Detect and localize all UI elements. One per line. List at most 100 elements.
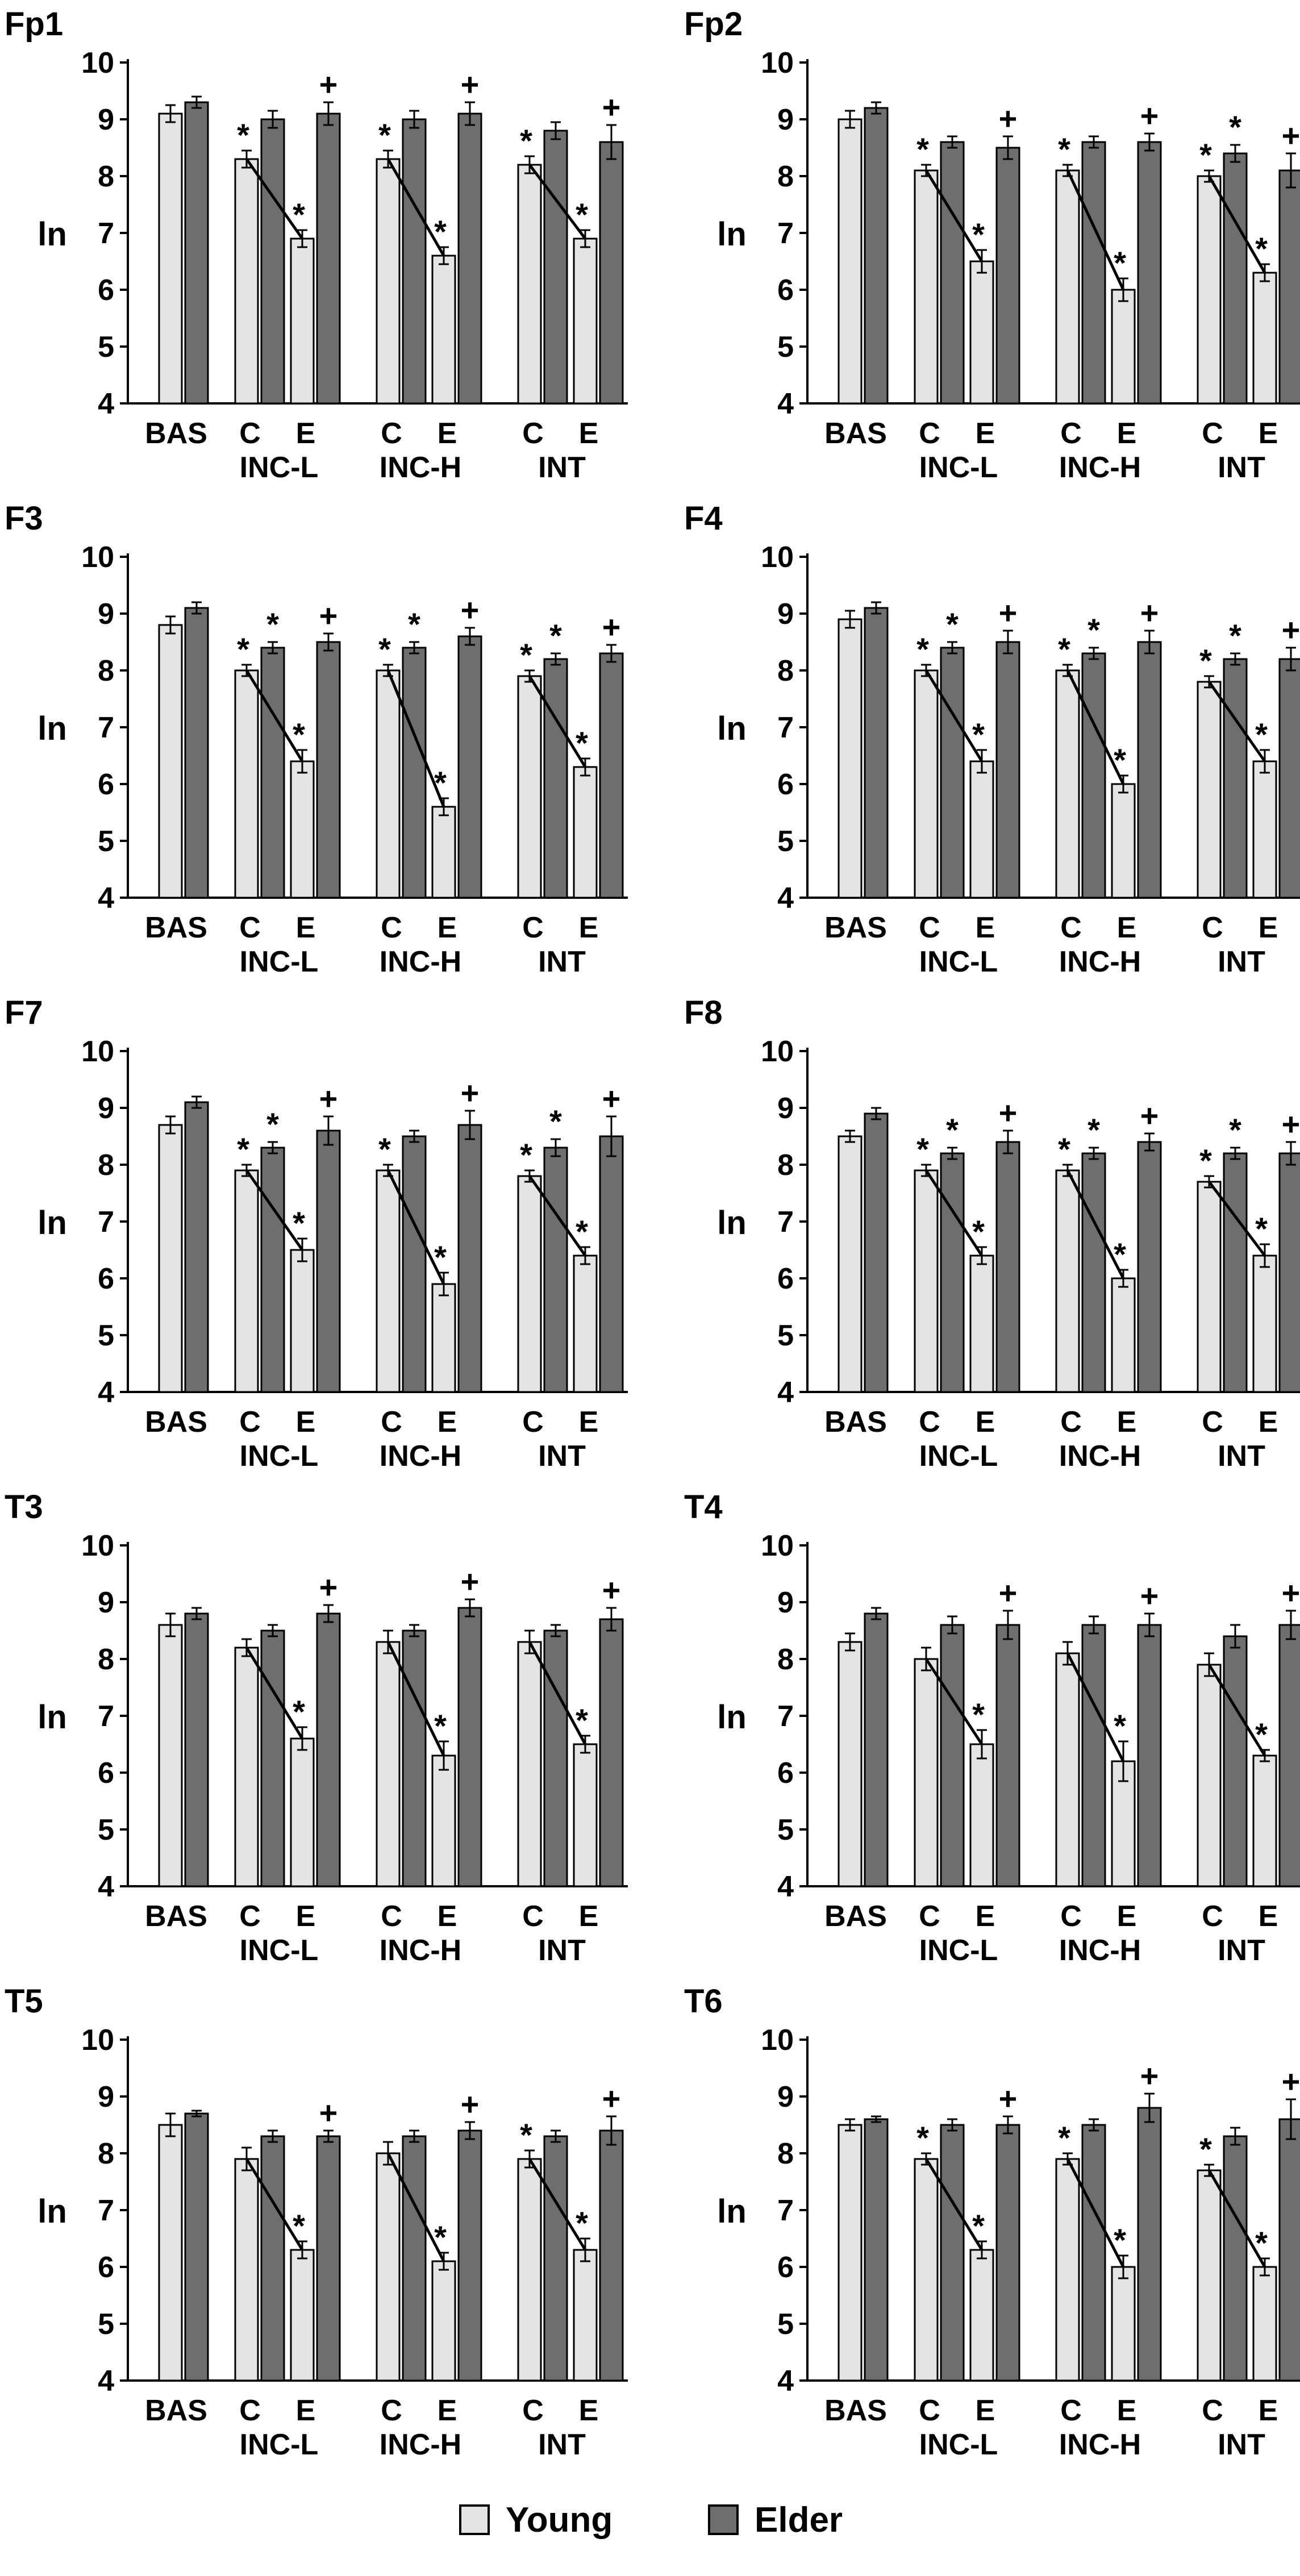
bar-young xyxy=(1252,760,1277,899)
group-label: INC-L xyxy=(919,1440,998,1473)
bar-young xyxy=(1055,169,1080,405)
bar-young xyxy=(376,669,401,899)
y-tick-label: 8 xyxy=(98,1149,114,1182)
marker-young: * xyxy=(972,1697,985,1732)
trend-line xyxy=(924,2158,984,2251)
marker-elder: + xyxy=(999,2081,1018,2116)
x-tick-label: E xyxy=(976,417,995,450)
marker-young: * xyxy=(576,2205,588,2241)
x-tick-label: E xyxy=(976,1406,995,1439)
y-tick-label: 6 xyxy=(98,2251,114,2284)
y-tick-label: 7 xyxy=(98,217,114,250)
marker-elder: + xyxy=(1140,1578,1159,1614)
marker-young: * xyxy=(434,214,447,249)
marker-young: * xyxy=(1058,131,1070,167)
bar-elder xyxy=(599,1135,624,1393)
bar-elder xyxy=(1081,2124,1106,2382)
y-tick-label: 4 xyxy=(777,1870,794,1903)
x-tick-label: E xyxy=(1117,2394,1137,2427)
bar-young xyxy=(1055,669,1080,899)
bar-young xyxy=(376,158,401,405)
bar-elder xyxy=(402,1629,427,1887)
x-tick-label: BAS xyxy=(824,1900,887,1933)
y-tick-label: 5 xyxy=(777,331,794,364)
marker-elder: * xyxy=(266,1106,279,1142)
bar-elder xyxy=(402,2135,427,2382)
group-label: INT xyxy=(1218,2428,1265,2461)
y-tick-label: 6 xyxy=(777,2251,794,2284)
bar-elder xyxy=(316,641,341,899)
y-tick-label: 5 xyxy=(98,1814,114,1846)
trend-line xyxy=(924,1658,984,1745)
marker-young: * xyxy=(520,637,532,673)
x-tick-label: E xyxy=(579,911,599,944)
x-tick-label: C xyxy=(919,1406,940,1439)
legend-swatch-elder xyxy=(708,2504,739,2535)
bar-elder xyxy=(599,652,624,899)
bar-elder xyxy=(184,101,209,405)
x-tick-label: E xyxy=(438,911,457,944)
marker-young: * xyxy=(293,716,305,752)
bar-elder xyxy=(457,2129,482,2382)
y-tick-label: 7 xyxy=(777,711,794,744)
panel-title: Fp2 xyxy=(684,6,743,43)
bar-young xyxy=(158,624,183,899)
marker-elder: + xyxy=(319,1081,338,1116)
y-tick-label: 6 xyxy=(98,768,114,801)
x-tick-label: C xyxy=(919,1900,940,1933)
group-label: INC-L xyxy=(919,1934,998,1967)
x-tick-label: E xyxy=(579,1900,599,1933)
bar-young xyxy=(234,1169,259,1393)
bar-elder xyxy=(402,1135,427,1393)
marker-elder: + xyxy=(602,2081,621,2116)
bar-elder xyxy=(864,1112,889,1393)
bar-elder xyxy=(316,1612,341,1887)
y-tick-label: 7 xyxy=(777,2194,794,2227)
marker-young: * xyxy=(293,1205,305,1241)
y-tick-label: 9 xyxy=(777,103,794,136)
marker-elder: + xyxy=(999,101,1018,136)
marker-young: * xyxy=(576,1702,588,1738)
group-label: INC-H xyxy=(1059,2428,1141,2461)
marker-young: * xyxy=(1199,137,1212,173)
marker-elder: * xyxy=(408,606,420,642)
x-tick-label: C xyxy=(919,911,940,944)
marker-elder: + xyxy=(461,1075,480,1111)
x-tick-label: E xyxy=(438,417,457,450)
marker-elder: * xyxy=(549,1103,562,1139)
x-tick-label: E xyxy=(579,417,599,450)
x-tick-label: E xyxy=(1117,1900,1137,1933)
bar-elder xyxy=(457,112,482,405)
marker-young: * xyxy=(1255,231,1268,266)
y-axis-label: ln xyxy=(38,710,67,747)
bar-young xyxy=(969,1743,994,1887)
marker-elder: + xyxy=(461,66,480,102)
trend-line xyxy=(1207,2169,1266,2268)
bar-young xyxy=(431,806,456,899)
marker-young: * xyxy=(237,631,249,667)
y-tick-label: 5 xyxy=(98,2308,114,2341)
y-tick-label: 10 xyxy=(761,47,794,80)
marker-young: * xyxy=(237,1131,249,1167)
y-tick-label: 9 xyxy=(777,1586,794,1619)
y-tick-label: 4 xyxy=(98,882,114,915)
group-label: INC-H xyxy=(1059,945,1141,978)
x-tick-label: C xyxy=(919,2394,940,2427)
group-label: INT xyxy=(1218,945,1265,978)
bar-young xyxy=(1055,2158,1080,2382)
y-tick-label: 10 xyxy=(761,1035,794,1068)
trend-line xyxy=(386,2152,445,2262)
trend-line xyxy=(245,1169,304,1251)
trend-line xyxy=(528,675,587,768)
marker-young: * xyxy=(972,2208,985,2244)
y-tick-label: 8 xyxy=(777,160,794,193)
bar-elder xyxy=(1137,1141,1162,1393)
trend-line xyxy=(1066,1169,1125,1279)
bar-elder xyxy=(1223,152,1248,405)
marker-young: * xyxy=(434,1239,447,1275)
y-tick-label: 10 xyxy=(81,2024,114,2057)
bar-young xyxy=(290,237,315,405)
y-tick-label: 6 xyxy=(777,1262,794,1295)
